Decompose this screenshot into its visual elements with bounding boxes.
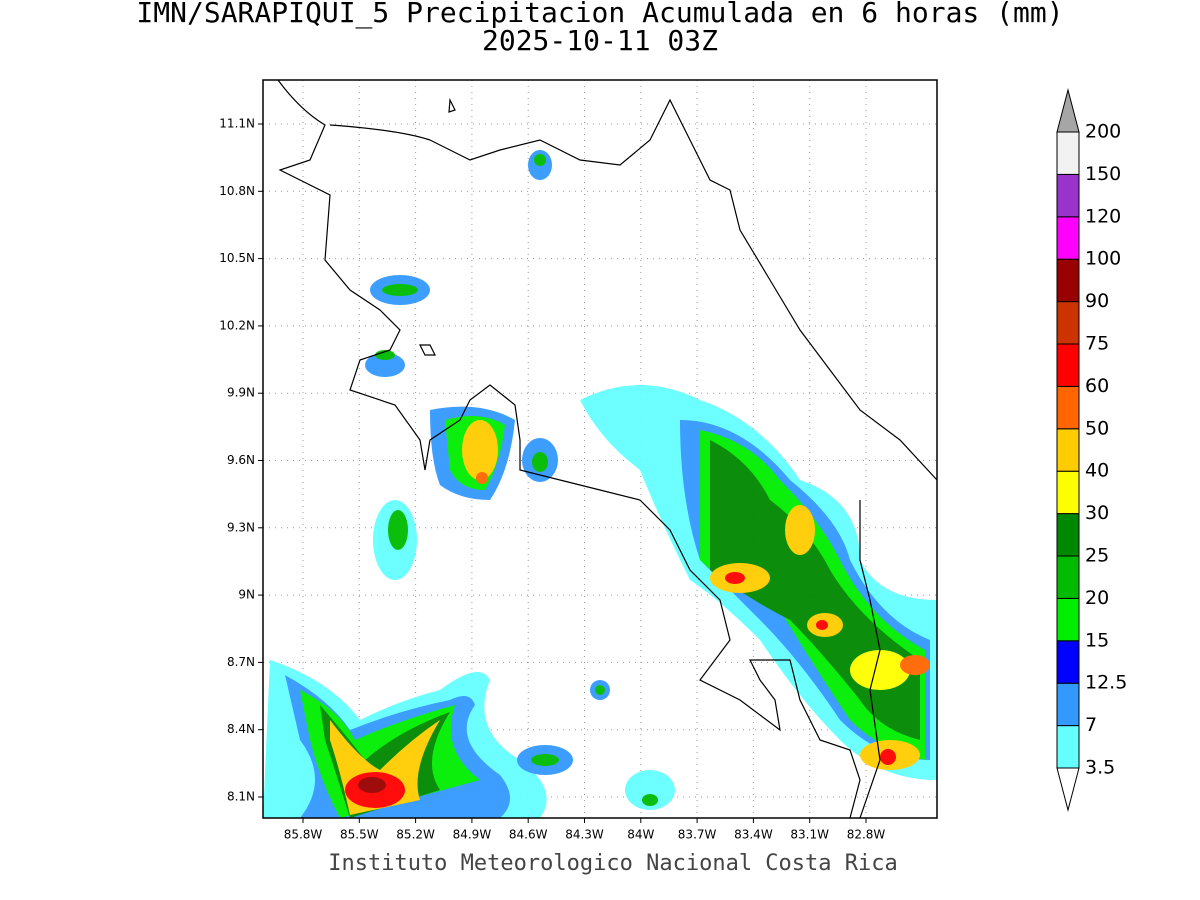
colorbar-label: 15 xyxy=(1085,629,1109,651)
lon-label: 83.7W xyxy=(678,828,717,842)
lon-label: 84.6W xyxy=(509,828,548,842)
lat-label: 10.8N xyxy=(219,184,255,198)
lon-label: 85.5W xyxy=(340,828,379,842)
colorbar-label: 12.5 xyxy=(1085,672,1127,694)
lon-label: 85.8W xyxy=(284,828,323,842)
colorbar-segment xyxy=(1056,216,1080,260)
colorbar-label: 3.5 xyxy=(1085,757,1115,779)
colorbar-segment xyxy=(1056,513,1080,557)
lon-label: 84.9W xyxy=(453,828,492,842)
lat-label: 9.6N xyxy=(227,453,255,467)
colorbar-segment xyxy=(1056,725,1080,769)
colorbar-segment xyxy=(1056,597,1080,642)
colorbar-label: 100 xyxy=(1085,248,1121,270)
colorbar-segment xyxy=(1056,343,1080,387)
colorbar-segment xyxy=(1056,385,1080,430)
colorbar-label: 60 xyxy=(1085,375,1109,397)
colorbar-label: 120 xyxy=(1085,205,1121,227)
colorbar-segment xyxy=(1056,555,1080,599)
map-frame xyxy=(262,79,938,819)
subtitle: 2025-10-11 03Z xyxy=(482,24,718,57)
colorbar-label: 7 xyxy=(1085,714,1097,736)
colorbar-segment xyxy=(1056,640,1080,684)
footer: Instituto Meteorologico Nacional Costa R… xyxy=(328,851,898,876)
colorbar-label: 20 xyxy=(1085,587,1109,609)
colorbar-segment xyxy=(1056,301,1080,345)
colorbar-label: 40 xyxy=(1085,460,1109,482)
colorbar-under xyxy=(1056,767,1080,812)
colorbar-segment xyxy=(1056,258,1080,303)
lon-label: 82.8W xyxy=(847,828,886,842)
colorbar-label: 90 xyxy=(1085,290,1109,312)
lat-label: 11.1N xyxy=(219,117,255,131)
lon-label: 83.4W xyxy=(734,828,773,842)
title: IMN/SARAPIQUI_5 Precipitacion Acumulada … xyxy=(136,0,1063,30)
lat-label: 10.2N xyxy=(219,318,255,332)
lon-label: 85.2W xyxy=(396,828,435,842)
colorbar-segment xyxy=(1056,428,1080,472)
colorbar-segment xyxy=(1056,173,1080,218)
colorbar-segment xyxy=(1056,131,1080,175)
lat-label: 9.9N xyxy=(227,386,255,400)
colorbar-label: 150 xyxy=(1085,163,1121,185)
lon-label: 84.3W xyxy=(565,828,604,842)
colorbar-label: 50 xyxy=(1085,417,1109,439)
colorbar-label: 75 xyxy=(1085,333,1109,355)
colorbar-label: 200 xyxy=(1085,121,1121,143)
lat-label: 10.5N xyxy=(219,251,255,265)
lat-label: 8.7N xyxy=(227,655,255,669)
colorbar-label: 30 xyxy=(1085,502,1109,524)
lat-label: 9.3N xyxy=(227,520,255,534)
lon-label: 83.1W xyxy=(790,828,829,842)
colorbar-segment xyxy=(1056,470,1080,515)
colorbar-label: 25 xyxy=(1085,545,1109,567)
lat-label: 9N xyxy=(238,588,255,602)
lat-label: 8.1N xyxy=(227,790,255,804)
lat-label: 8.4N xyxy=(227,722,255,736)
lon-label: 84W xyxy=(627,828,654,842)
colorbar-segment xyxy=(1056,682,1080,727)
colorbar: 3.5 7 12.5 15 20 25 30 40 50 60 75 90 100 120 150 200 xyxy=(1056,88,1127,812)
colorbar-over xyxy=(1056,88,1080,133)
precip-field xyxy=(263,80,937,818)
